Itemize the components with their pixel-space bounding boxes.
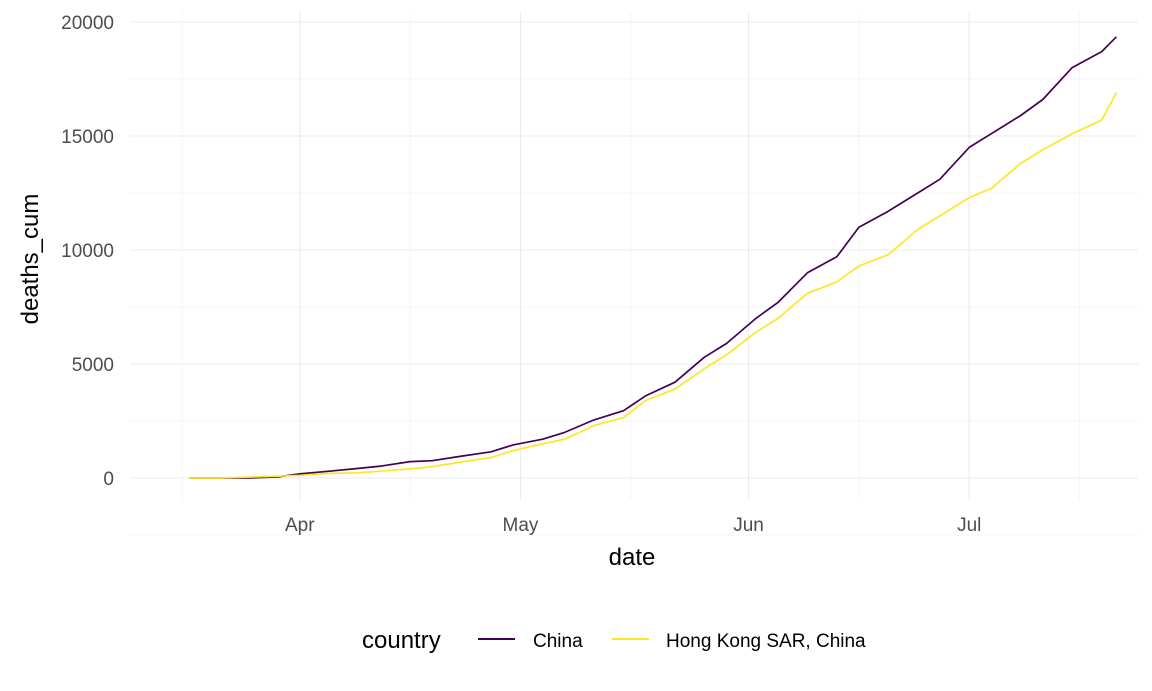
- y-axis-title: deaths_cum: [17, 194, 44, 325]
- series-line-hong-kong-sar-china: [189, 92, 1118, 479]
- y-tick-label: 5000: [72, 355, 114, 376]
- y-tick-label: 10000: [61, 241, 114, 262]
- series-lines: [189, 36, 1118, 479]
- y-tick-label: 15000: [61, 127, 114, 148]
- x-tick-label: Jul: [957, 515, 981, 536]
- y-tick-label: 0: [103, 469, 114, 490]
- y-tick-label: 20000: [61, 13, 114, 34]
- legend-title: country: [362, 627, 441, 654]
- legend-label-hong-kong: Hong Kong SAR, China: [666, 631, 866, 652]
- x-tick-label: Apr: [285, 515, 315, 536]
- legend-label-china: China: [533, 631, 583, 652]
- x-axis-ticks: Apr May Jun Jul: [285, 515, 981, 536]
- major-gridlines: [130, 12, 1138, 500]
- x-axis-title: date: [609, 544, 656, 571]
- minor-gridlines: [130, 12, 1138, 536]
- legend: country China Hong Kong SAR, China: [362, 627, 866, 654]
- series-line-china: [189, 36, 1118, 479]
- x-tick-label: Jun: [733, 515, 764, 536]
- y-axis-ticks: 0 5000 10000 15000 20000: [61, 13, 114, 490]
- x-tick-label: May: [503, 515, 539, 536]
